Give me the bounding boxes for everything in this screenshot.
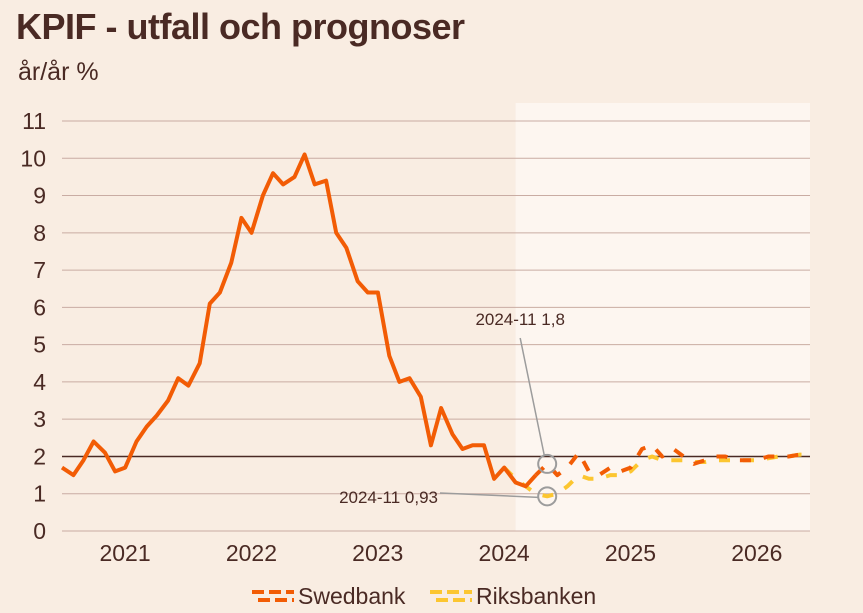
series-line-swedbank bbox=[534, 443, 811, 478]
x-tick-label-2023: 2023 bbox=[352, 540, 403, 566]
y-tick-label-5: 5 bbox=[33, 332, 46, 358]
y-tick-label-1: 1 bbox=[33, 481, 46, 507]
y-tick-label-7: 7 bbox=[33, 257, 46, 283]
annotation-marker-riksbanken bbox=[537, 486, 558, 507]
y-tick-label-2: 2 bbox=[33, 443, 46, 469]
x-axis-ticks: 2021 2022 2023 2024 2025 2026 bbox=[99, 540, 782, 566]
annotation-leader-swedbank bbox=[519, 337, 545, 456]
y-tick-label-9: 9 bbox=[33, 183, 46, 209]
y-tick-label-3: 3 bbox=[33, 406, 46, 432]
y-tick-label-6: 6 bbox=[33, 294, 46, 320]
x-tick-label-2021: 2021 bbox=[99, 540, 150, 566]
y-tick-label-8: 8 bbox=[33, 220, 46, 246]
annotation-label-swedbank: 2024-11 1,8 bbox=[475, 310, 564, 329]
annotation-marker-swedbank bbox=[537, 453, 558, 474]
legend: Swedbank Riksbanken bbox=[252, 583, 596, 609]
annotation-leader-riksbanken bbox=[439, 492, 539, 499]
y-axis-ticks: 0 1 2 3 4 5 6 7 8 9 10 11 bbox=[20, 108, 46, 544]
y-axis-unit-label: år/år % bbox=[18, 58, 99, 86]
annotations: 2024-11 1,8 2024-11 0,93 bbox=[339, 310, 565, 507]
series-line-utfall bbox=[60, 152, 538, 489]
x-tick-label-2026: 2026 bbox=[731, 540, 782, 566]
chart-title: KPIF - utfall och prognoser bbox=[16, 6, 465, 47]
forecast-region bbox=[515, 103, 810, 531]
x-tick-label-2024: 2024 bbox=[479, 540, 530, 566]
series-lines bbox=[60, 152, 811, 499]
legend-label-swedbank: Swedbank bbox=[298, 583, 406, 609]
annotation-label-riksbanken: 2024-11 0,93 bbox=[339, 488, 438, 507]
series-line-riksbanken bbox=[502, 452, 810, 499]
y-tick-label-11: 11 bbox=[22, 108, 46, 134]
x-tick-label-2025: 2025 bbox=[605, 540, 656, 566]
y-tick-label-0: 0 bbox=[33, 518, 46, 544]
y-tick-label-4: 4 bbox=[33, 369, 46, 395]
x-tick-label-2022: 2022 bbox=[226, 540, 277, 566]
y-tick-label-10: 10 bbox=[20, 145, 46, 171]
legend-label-riksbanken: Riksbanken bbox=[476, 583, 596, 609]
